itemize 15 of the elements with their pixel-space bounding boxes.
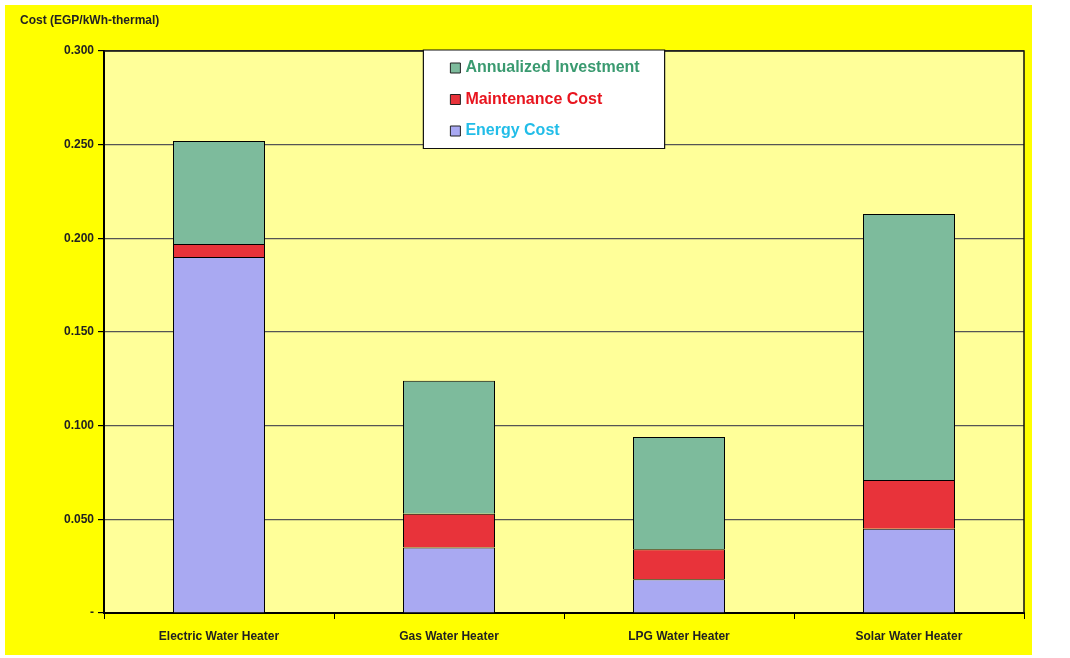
y-tick-label: 0.050 [63, 511, 95, 526]
y-tick-label: 0.200 [63, 230, 95, 245]
y-tick-label: 0.150 [63, 324, 95, 339]
x-tick-label: LPG Water Heater [628, 628, 731, 643]
x-tick-label: Gas Water Heater [399, 628, 500, 643]
y-axis-title: Cost (EGP/kWh-thermal) [20, 13, 160, 28]
y-tick-label: 0.100 [63, 417, 95, 432]
legend-label: Maintenance Cost [465, 89, 603, 107]
x-tick-label: Electric Water Heater [158, 628, 280, 643]
legend-label: Annualized Investment [465, 58, 641, 76]
legend-label: Energy Cost [465, 121, 561, 139]
x-tick-label: Solar Water Heater [855, 628, 963, 643]
y-tick-label: 0.250 [63, 136, 95, 151]
y-tick-label: - [90, 605, 94, 620]
y-tick-label: 0.300 [63, 43, 95, 58]
